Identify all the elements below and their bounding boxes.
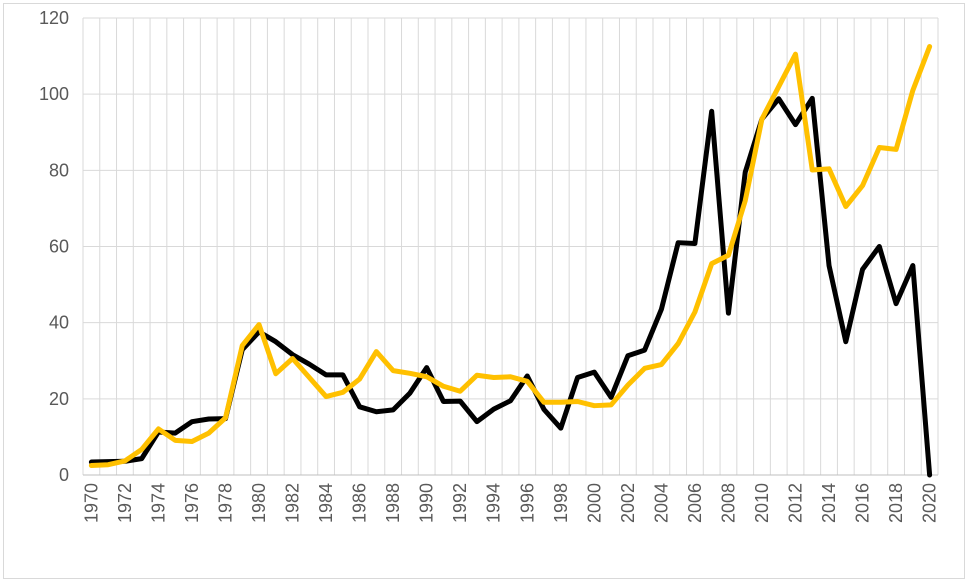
- y-tick-label: 80: [49, 160, 69, 180]
- x-tick-label: 2006: [685, 483, 705, 523]
- series-line-2: [88, 44, 933, 468]
- x-tick-label: 2016: [853, 483, 873, 523]
- series-lines: [88, 44, 933, 478]
- horizontal-gridlines: [83, 17, 938, 400]
- x-tick-label: 1974: [148, 483, 168, 523]
- y-axis-tick-labels: 0 20 40 60 80 100 120: [39, 8, 69, 485]
- x-tick-label: 1986: [350, 483, 370, 523]
- x-tick-label: 1994: [484, 483, 504, 523]
- x-tick-label: 1992: [450, 483, 470, 523]
- x-tick-label: 2020: [920, 483, 940, 523]
- x-tick-label: 1988: [383, 483, 403, 523]
- x-tick-label: 2014: [819, 483, 839, 523]
- chart-area: [3, 3, 965, 579]
- x-tick-label: 2002: [618, 483, 638, 523]
- x-tick-label: 1970: [81, 483, 101, 523]
- x-tick-label: 1984: [316, 483, 336, 523]
- y-tick-label: 100: [39, 84, 69, 104]
- y-tick-label: 60: [49, 237, 69, 257]
- x-tick-label: 1982: [283, 483, 303, 523]
- y-tick-label: 20: [49, 389, 69, 409]
- x-tick-label: 1980: [249, 483, 269, 523]
- x-tick-label: 2012: [786, 483, 806, 523]
- y-tick-label: 0: [59, 465, 69, 485]
- x-tick-label: 2004: [651, 483, 671, 523]
- y-tick-label: 120: [39, 8, 69, 28]
- x-tick-label: 1978: [216, 483, 236, 523]
- y-tick-label: 40: [49, 313, 69, 333]
- x-tick-label: 1972: [115, 483, 135, 523]
- x-tick-label: 2008: [718, 483, 738, 523]
- x-tick-label: 1990: [417, 483, 437, 523]
- x-tick-label: 2010: [752, 483, 772, 523]
- x-tick-label: 1996: [517, 483, 537, 523]
- x-tick-label: 2000: [584, 483, 604, 523]
- x-axis-tick-labels: 1970 1972 1974 1976 1978 1980 1982 1984 1986 1988…: [81, 483, 939, 523]
- x-tick-label: 1976: [182, 483, 202, 523]
- x-tick-label: 1998: [551, 483, 571, 523]
- x-tick-label: 2018: [886, 483, 906, 523]
